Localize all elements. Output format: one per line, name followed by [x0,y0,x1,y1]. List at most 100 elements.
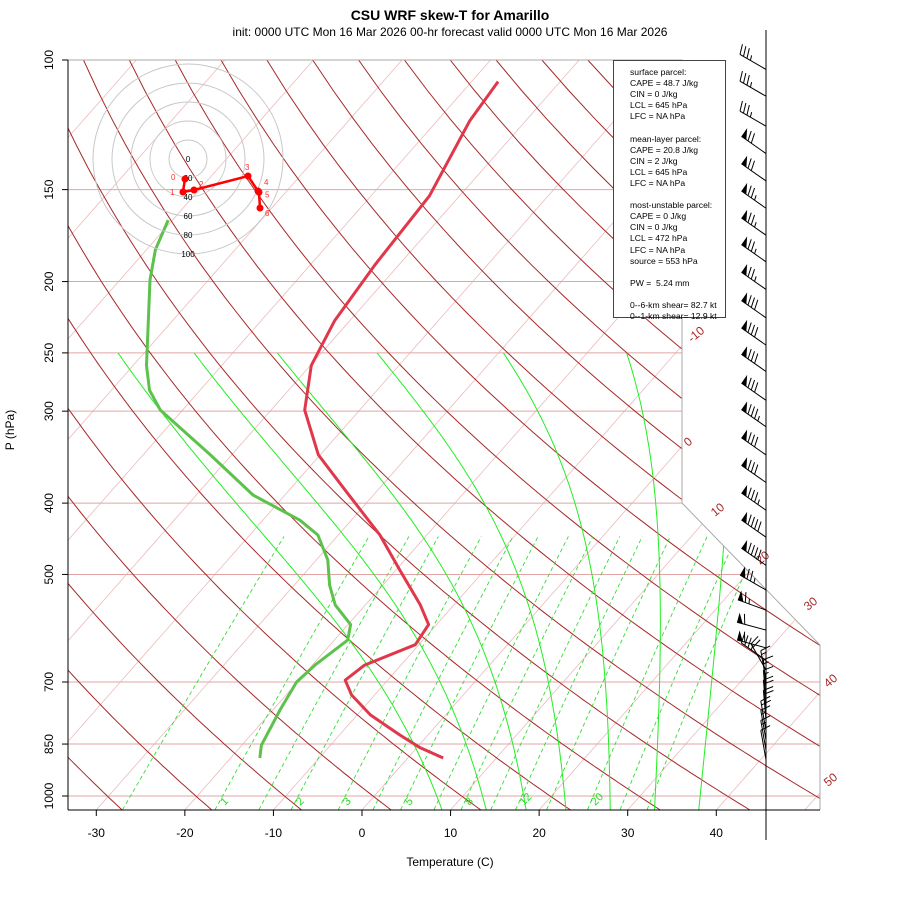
mixing-ratio-line [490,536,621,810]
info-line: LFC = NA hPa [630,177,686,188]
wind-barb [741,209,767,236]
wind-barb-pennant [741,484,748,497]
y-tick-label: 400 [42,493,56,513]
wind-barb-staff [741,547,767,566]
isotherm-line [68,60,669,810]
wind-barb-feather [747,459,752,471]
wind-barb-feather [747,432,752,443]
wind-barb-staff [760,700,767,731]
info-line: CIN = 0 J/kg [630,222,678,233]
wind-barb-feather [747,212,752,223]
wind-barb [762,665,774,701]
isotherm-label: 30 [801,594,820,614]
wind-barb-feather [763,679,774,685]
wind-barb-feather [750,406,756,417]
wind-barb-staff [762,680,767,711]
hodograph-point-label: 6 [265,209,270,218]
wind-barb-pennant [741,346,748,358]
chart-title: CSU WRF skew-T for Amarillo [351,7,550,23]
hodograph-ring-label: 80 [184,231,193,240]
wind-barb [762,675,774,711]
wind-barb-half-feather [754,248,757,254]
wind-barb-feather [749,570,754,582]
wind-barb-feather [746,568,750,580]
isotherm-label: 0 [681,434,695,449]
isotherm-line [68,60,403,810]
dry-adiabat-line [266,60,820,810]
hodograph-ring [92,63,284,255]
wind-barb-feather [750,379,756,391]
wind-barb [741,264,767,290]
dry-adiabat-line [68,60,394,810]
mixing-ratio-line [546,536,671,810]
wind-barb [760,695,772,731]
mixing-ratio-label: 3 [341,795,354,808]
wind-barb [741,457,767,483]
info-line: CAPE = 20.8 J/kg [630,144,699,155]
wind-barb-staff [741,353,767,372]
wind-barb-feather [750,297,756,308]
info-line: mean-layer parcel: [630,133,702,144]
info-line: source = 553 hPa [630,255,698,266]
isotherm-line [68,60,491,810]
isotherm-line [94,60,757,810]
dry-adiabat-line [863,60,900,812]
info-line: 0--6-km shear= 82.7 kt [630,299,717,310]
wind-barb-feather [739,70,743,82]
wind-barb [737,590,767,611]
wind-barb-feather [750,324,756,335]
wind-barb-feather [739,44,743,55]
moist-adiabat-line [193,352,487,810]
wind-barb-feather [760,645,771,652]
wind-barb-staff [760,720,767,751]
y-tick-label: 100 [42,50,56,70]
wind-barb-feather [747,637,752,648]
info-line: surface parcel: [630,67,687,77]
x-tick-label: 0 [359,826,366,840]
wind-barb-feather [757,521,762,532]
isotherm-line [803,60,820,810]
info-line [630,189,725,200]
info-line: CIN = 0 J/kg [630,89,678,100]
dry-adiabat-line [312,60,820,810]
wind-barb-feather [757,549,762,560]
moist-adiabat-line [376,352,567,810]
wind-barb [762,686,774,721]
hodograph-point-label: 5 [265,190,270,199]
y-tick-label: 150 [42,179,56,199]
wind-barb-staff [762,670,767,701]
hodograph-point [244,172,252,180]
info-line [630,122,725,133]
wind-barb-half-feather [749,55,753,61]
wind-barb-feather [739,100,743,112]
wind-barb-feather [750,214,756,226]
wind-barb [741,346,767,372]
info-line: 0--1-km shear= 12.9 kt [630,311,717,322]
wind-barb-feather [742,102,747,114]
wind-barb-feather [750,160,756,171]
x-tick-label: 40 [710,826,724,840]
wind-barb-staff [762,690,767,721]
wind-barb-feather [747,377,752,388]
x-tick-label: 20 [532,826,546,840]
wind-barb-staff [741,464,767,483]
moist-adiabat-line [626,352,661,810]
isotherm-line [448,60,820,810]
wind-barb-pennant [741,429,748,442]
wind-barb-feather [760,705,771,711]
wind-barb-pennant [741,209,748,222]
x-tick-label: -10 [265,826,283,840]
info-line: most-unstable parcel: [630,200,713,211]
y-tick-label: 850 [42,734,56,754]
mixing-ratio-label: 1 [218,795,231,808]
mixing-ratio-line [460,536,594,810]
mixing-ratio-label: 20 [589,791,606,808]
wind-barb [741,429,767,456]
dry-adiabat-line [68,60,125,810]
wind-barb-half-feather [753,577,756,584]
wind-barb-staff [741,327,767,346]
wind-barb-feather [747,130,752,142]
wind-barb [760,715,771,751]
wind-barb-feather [744,592,747,603]
